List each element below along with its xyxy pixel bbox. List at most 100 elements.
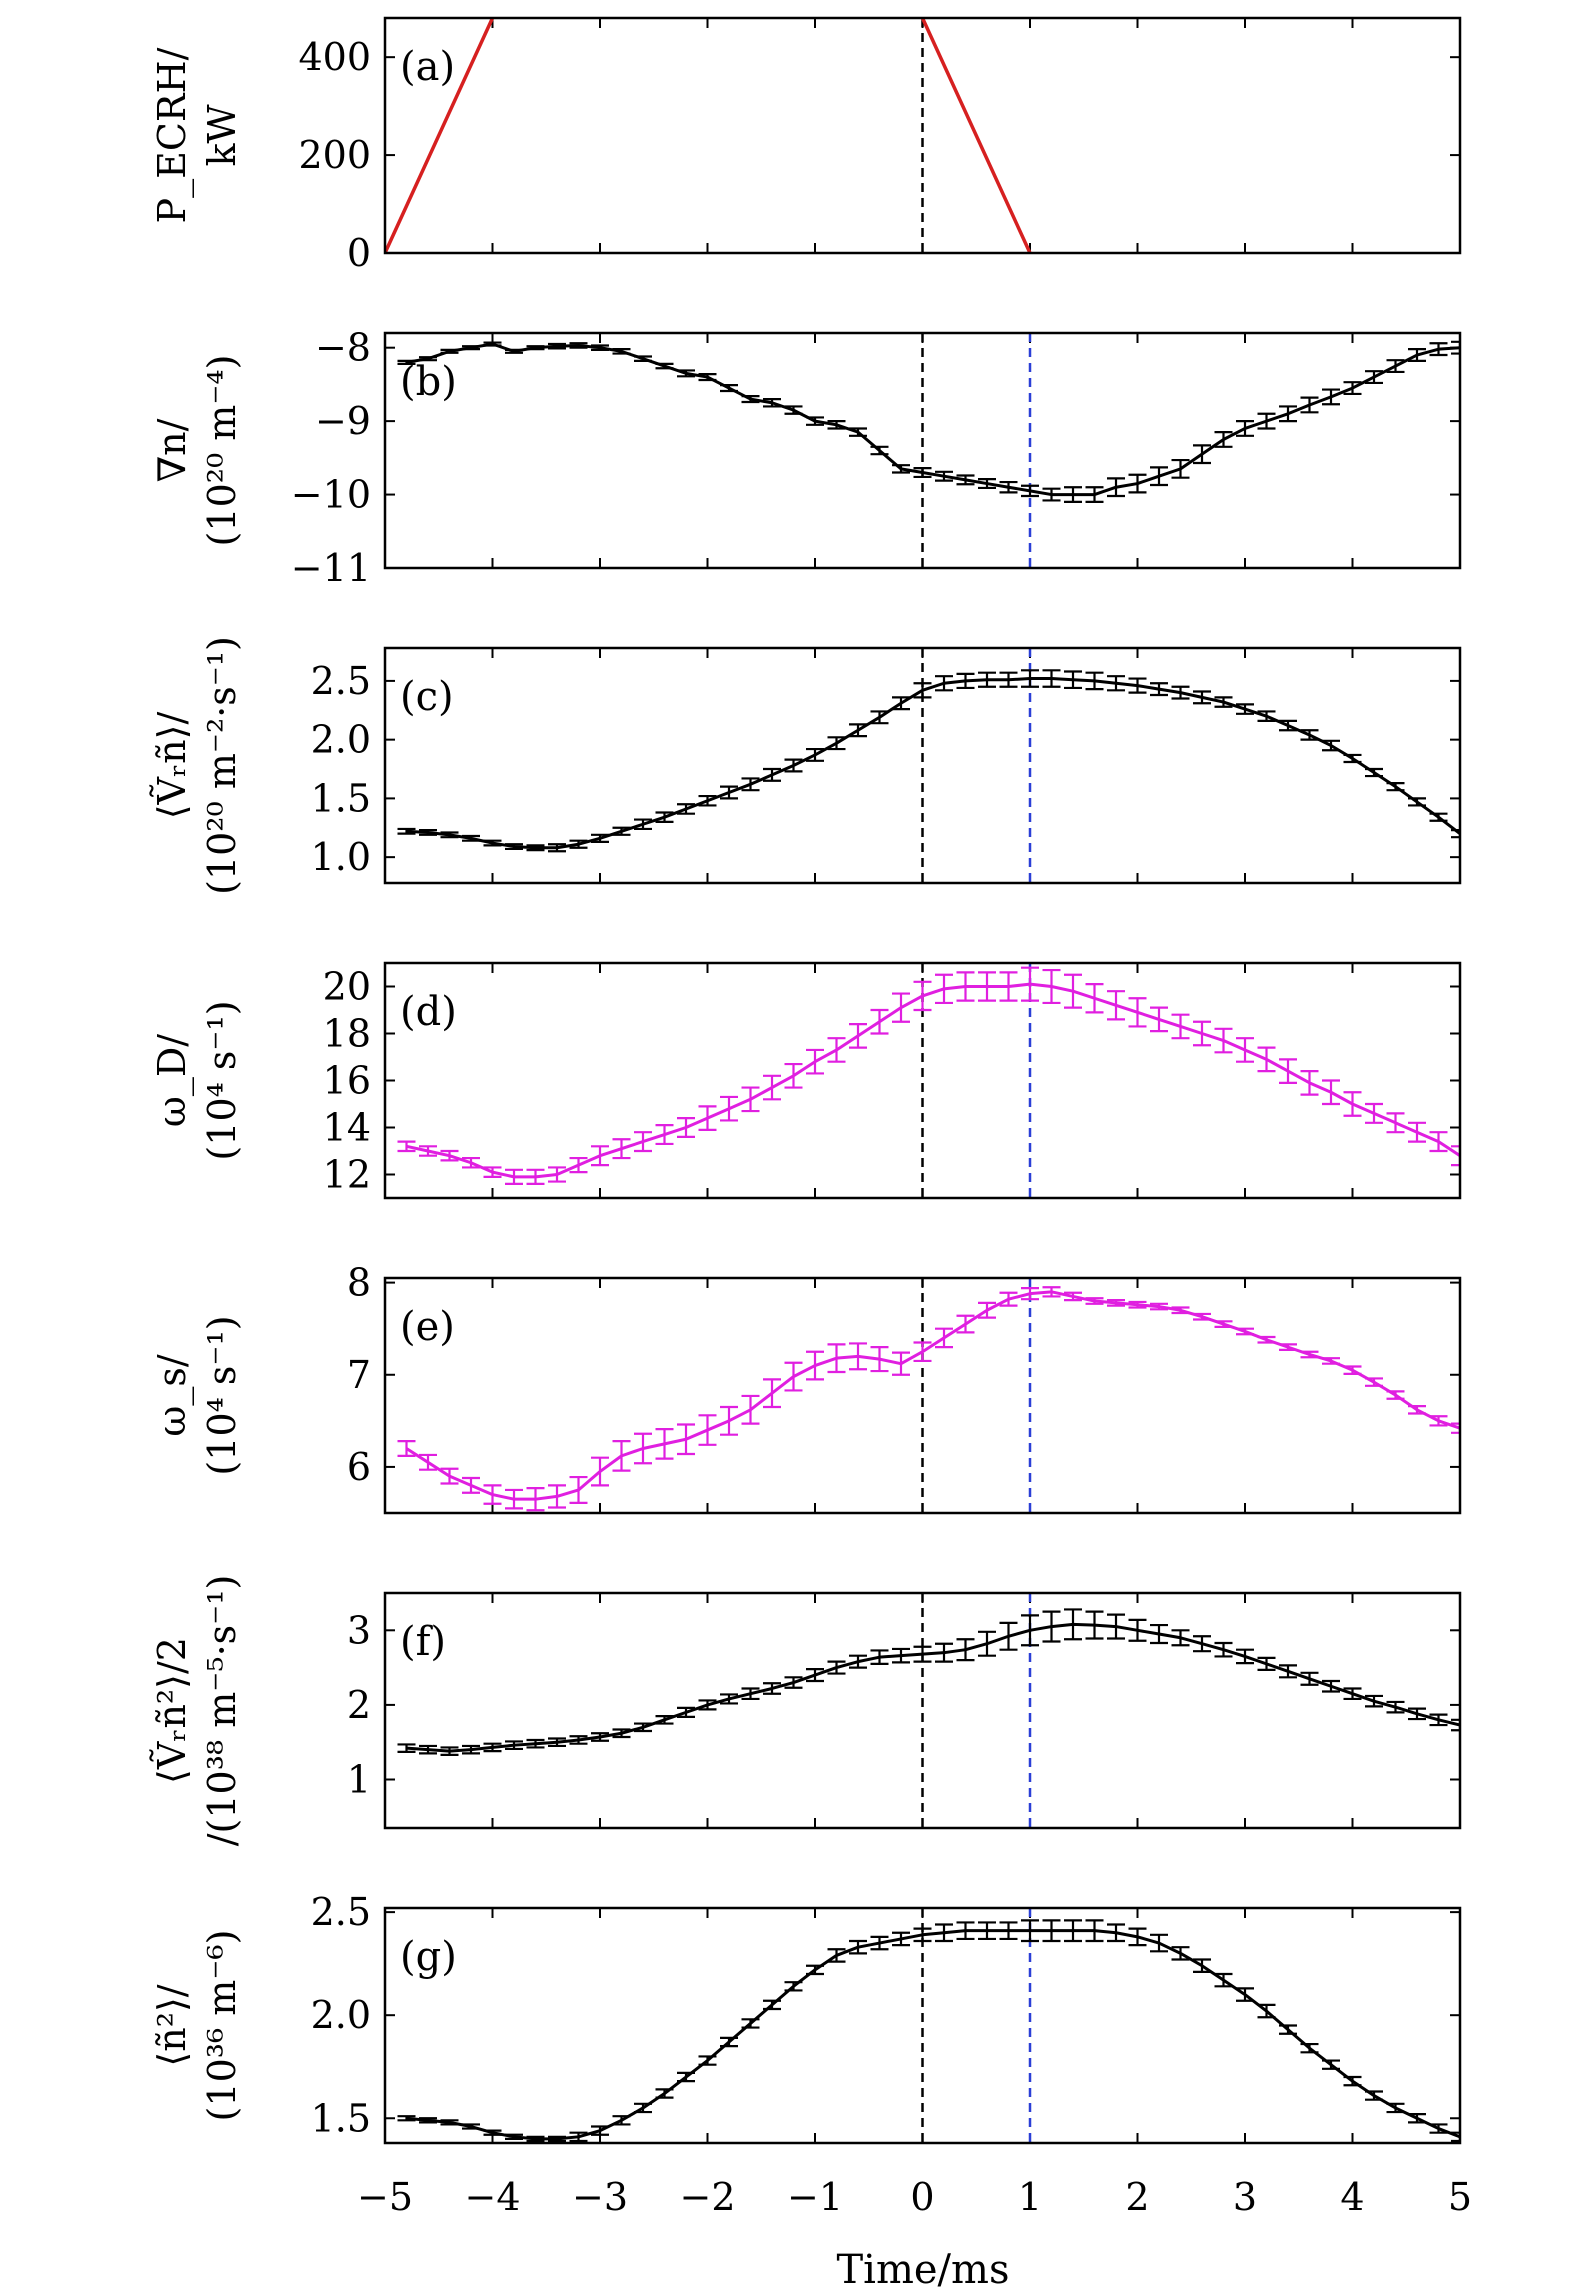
error-bar [698,1699,717,1711]
panel-label: (e) [400,1304,455,1350]
x-tick-label: 0 [910,2175,934,2219]
error-bar [1128,677,1147,694]
error-bar [763,1999,781,2011]
error-bar [827,420,846,430]
series-line-segment [385,18,495,253]
error-bar [505,2133,523,2140]
error-bar [827,1948,846,1963]
error-bar [634,1722,652,1733]
y-tick-label: 18 [323,1012,371,1056]
error-bar [1236,1327,1254,1336]
error-bar [1300,1069,1319,1096]
y-tick-label: −11 [291,546,371,590]
error-bar [1300,2042,1319,2054]
error-bar [892,464,910,474]
panel-g: 1.5 2.0 2.5 (g) ⟨ñ²⟩/(10³⁶ m⁻⁶) [150,1890,1462,2145]
error-bar [419,356,437,362]
error-bar [677,1116,695,1139]
y-axis-label-line: (10⁴ s⁻¹) [200,1000,244,1160]
error-bar [591,344,609,351]
data-group [397,669,1460,853]
error-bar [419,2117,437,2124]
axes-frame [383,646,1462,885]
error-bar [548,2135,566,2143]
x-tick-label: −5 [357,2175,413,2219]
x-tick-label: −4 [464,2175,520,2219]
panel-c: 1.0 1.5 2.0 2.5 (c) ⟨Ṽᵣñ⟩/(10²⁰ m⁻²·s⁻¹) [150,636,1462,895]
error-bar [1193,1635,1211,1653]
error-bar [526,1738,545,1749]
panel-label: (c) [400,674,454,720]
error-bar [440,831,459,839]
error-bar [1322,2059,1340,2070]
error-bar [526,844,545,852]
error-bar [1429,1713,1448,1727]
error-bar [956,1921,975,1941]
error-bar [1322,1679,1340,1693]
error-bar [1365,767,1383,778]
error-bar [741,1086,760,1113]
y-tick-label: 8 [347,1261,371,1305]
y-tick-label: 2.0 [311,718,371,762]
error-bar [440,2119,459,2126]
error-bar [462,834,480,842]
error-bar [1193,444,1211,465]
error-bar [698,1105,717,1131]
error-bar [1171,685,1190,700]
y-tick-label: 3 [347,1608,371,1652]
y-tick-label: 14 [323,1106,371,1150]
error-bar [1214,431,1233,448]
error-bar [1429,1415,1448,1427]
error-bar [741,1394,760,1425]
error-bar [1021,966,1039,1002]
error-bar [548,1737,566,1748]
error-bar [1214,1027,1233,1054]
error-bar [397,1140,416,1153]
error-bar [720,2036,738,2048]
y-tick-label: 0 [347,231,371,275]
error-bar [1150,682,1168,697]
error-bar [720,1693,738,1705]
error-bar [483,1742,502,1753]
error-bar [999,1291,1018,1307]
error-bar [999,480,1018,494]
error-bar [397,1743,416,1754]
y-tick-label: −9 [315,399,371,443]
error-bar [677,2071,695,2083]
x-axis: −5 −4 −3 −2 −1 0 1 2 3 4 5 [357,2175,1472,2219]
error-bar [978,1921,996,1941]
error-bar [1064,486,1082,504]
error-bar [655,1124,674,1146]
error-bar [1386,1390,1405,1400]
error-bar [462,345,480,351]
error-bar [462,1744,480,1755]
error-bar [1236,1037,1254,1063]
series-line [405,1290,1460,1501]
error-bar [1279,1343,1297,1351]
panel-label: (d) [400,989,457,1035]
series-line [406,1622,1460,1753]
error-bar [913,1927,932,1943]
y-tick-label: 1.0 [311,835,371,879]
error-bar [1279,2024,1297,2035]
error-bar [483,341,502,347]
error-bar [1193,1020,1211,1047]
series-line [406,982,1460,1179]
y-tick-label: 2 [347,1683,371,1727]
error-bar [1107,477,1125,498]
error-bar [849,1939,867,1955]
error-bar [1085,671,1104,691]
error-bar [462,1156,480,1169]
series-line [406,1929,1460,2141]
error-bar [978,671,996,688]
error-bar [440,1149,459,1162]
error-bar [655,362,674,370]
error-bar [827,1660,846,1675]
error-bar [1021,484,1039,498]
error-bar [634,818,652,831]
error-bar [569,1156,588,1174]
panel-e: 6 7 8 (e) ω_s/(10⁴ s⁻¹) [150,1261,1462,1515]
y-tick-label: 2.5 [311,659,371,703]
error-bar [1236,703,1254,715]
